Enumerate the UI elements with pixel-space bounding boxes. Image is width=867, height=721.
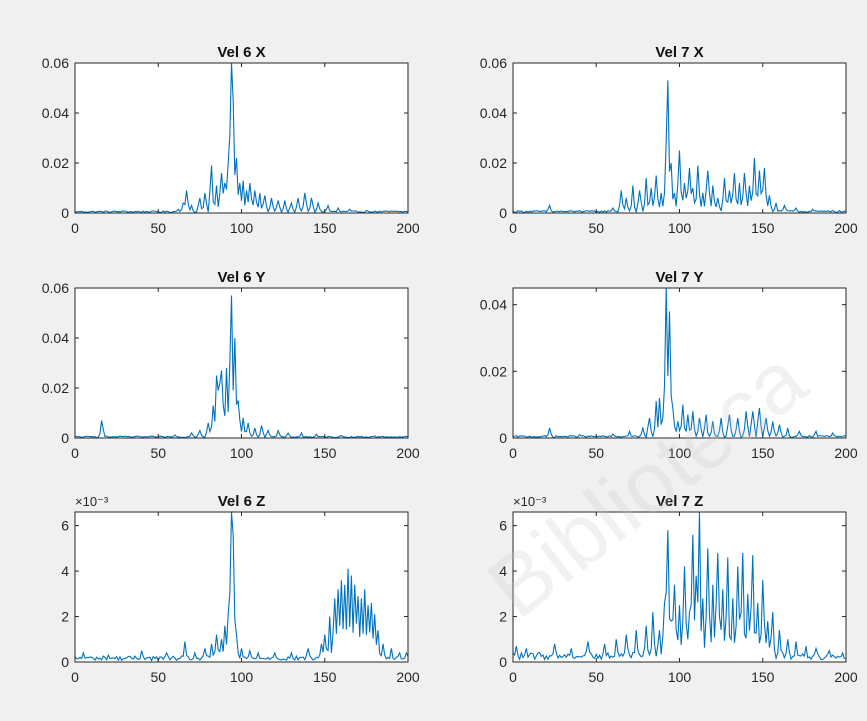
x-tick-label: 100 bbox=[668, 445, 692, 461]
y-tick-label: 6 bbox=[499, 518, 507, 534]
x-tick-label: 50 bbox=[588, 220, 604, 236]
y-tick-label: 0 bbox=[499, 205, 507, 221]
x-tick-label: 100 bbox=[230, 220, 254, 236]
y-tick-label: 0.06 bbox=[42, 280, 69, 296]
x-tick-label: 0 bbox=[71, 669, 79, 685]
axes-background bbox=[513, 63, 846, 213]
subplot-6: 0 50 100 150 200 0 2 4 6 ×10⁻³ Vel 7 Z bbox=[499, 493, 858, 685]
y-tick-label: 0.04 bbox=[42, 105, 69, 121]
series-line bbox=[74, 62, 409, 214]
subplot-title: Vel 6 Z bbox=[218, 493, 266, 510]
x-tick-label: 150 bbox=[313, 445, 337, 461]
x-tick-label: 50 bbox=[150, 445, 166, 461]
y-tick-label: 4 bbox=[61, 563, 69, 579]
y-tick-label: 6 bbox=[61, 518, 69, 534]
y-tick-label: 2 bbox=[61, 609, 69, 625]
series-line bbox=[74, 295, 409, 439]
x-tick-label: 50 bbox=[588, 669, 604, 685]
subplot-title: Vel 6 X bbox=[217, 44, 265, 61]
y-tick-label: 0.02 bbox=[480, 363, 507, 379]
x-tick-label: 150 bbox=[313, 669, 337, 685]
x-tick-label: 200 bbox=[834, 669, 858, 685]
x-tick-label: 100 bbox=[668, 669, 692, 685]
y-tick-label: 0.06 bbox=[42, 55, 69, 71]
series-line bbox=[512, 80, 847, 214]
axes-background bbox=[75, 288, 408, 438]
x-tick-label: 50 bbox=[150, 220, 166, 236]
series-line bbox=[74, 511, 409, 662]
subplot-5: 0 50 100 150 200 0 2 4 6 ×10⁻³ Vel 6 Z bbox=[61, 493, 420, 685]
x-tick-label: 200 bbox=[834, 220, 858, 236]
y-tick-label: 0.02 bbox=[42, 155, 69, 171]
subplot-title: Vel 7 X bbox=[655, 44, 703, 61]
x-tick-label: 0 bbox=[71, 445, 79, 461]
x-tick-label: 200 bbox=[396, 669, 420, 685]
y-tick-label: 0 bbox=[61, 654, 69, 670]
axes-background bbox=[513, 288, 846, 438]
y-tick-label: 0 bbox=[61, 205, 69, 221]
subplot-title: Vel 7 Y bbox=[655, 269, 703, 286]
x-tick-label: 0 bbox=[509, 220, 517, 236]
x-tick-label: 150 bbox=[751, 669, 775, 685]
x-tick-label: 150 bbox=[313, 220, 337, 236]
x-tick-label: 50 bbox=[588, 445, 604, 461]
x-tick-label: 0 bbox=[509, 445, 517, 461]
y-tick-label: 2 bbox=[499, 609, 507, 625]
axes-background bbox=[513, 512, 846, 662]
subplot-title: Vel 6 Y bbox=[217, 269, 265, 286]
x-tick-label: 100 bbox=[668, 220, 692, 236]
axes-background bbox=[75, 512, 408, 662]
subplot-1: 0 50 100 150 200 0 0.02 0.04 0.06 Vel 6 X bbox=[42, 44, 420, 236]
y-tick-label: 4 bbox=[499, 563, 507, 579]
subplot-3: 0 50 100 150 200 0 0.02 0.04 0.06 Vel 6 Y bbox=[42, 269, 420, 461]
x-tick-label: 50 bbox=[150, 669, 166, 685]
x-tick-label: 200 bbox=[396, 445, 420, 461]
y-tick-label: 0.02 bbox=[42, 380, 69, 396]
x-tick-label: 100 bbox=[230, 669, 254, 685]
y-exponent-label: ×10⁻³ bbox=[513, 494, 547, 509]
x-tick-label: 150 bbox=[751, 445, 775, 461]
y-exponent-label: ×10⁻³ bbox=[75, 494, 109, 509]
y-tick-label: 0 bbox=[499, 430, 507, 446]
y-tick-label: 0 bbox=[499, 654, 507, 670]
x-tick-label: 100 bbox=[230, 445, 254, 461]
y-tick-label: 0.02 bbox=[480, 155, 507, 171]
x-tick-label: 200 bbox=[396, 220, 420, 236]
y-tick-label: 0.04 bbox=[480, 297, 507, 313]
x-tick-label: 150 bbox=[751, 220, 775, 236]
axes-background bbox=[75, 63, 408, 213]
y-tick-label: 0.04 bbox=[480, 105, 507, 121]
y-tick-label: 0 bbox=[61, 430, 69, 446]
y-tick-label: 0.06 bbox=[480, 55, 507, 71]
subplot-title: Vel 7 Z bbox=[656, 493, 704, 510]
series-line bbox=[512, 287, 847, 439]
series-line bbox=[512, 511, 847, 662]
x-tick-label: 0 bbox=[71, 220, 79, 236]
x-tick-label: 0 bbox=[509, 669, 517, 685]
x-tick-label: 200 bbox=[834, 445, 858, 461]
subplot-4: 0 50 100 150 200 0 0.02 0.04 Vel 7 Y bbox=[480, 269, 858, 461]
y-tick-label: 0.04 bbox=[42, 330, 69, 346]
subplot-2: 0 50 100 150 200 0 0.02 0.04 0.06 Vel 7 X bbox=[480, 44, 858, 236]
